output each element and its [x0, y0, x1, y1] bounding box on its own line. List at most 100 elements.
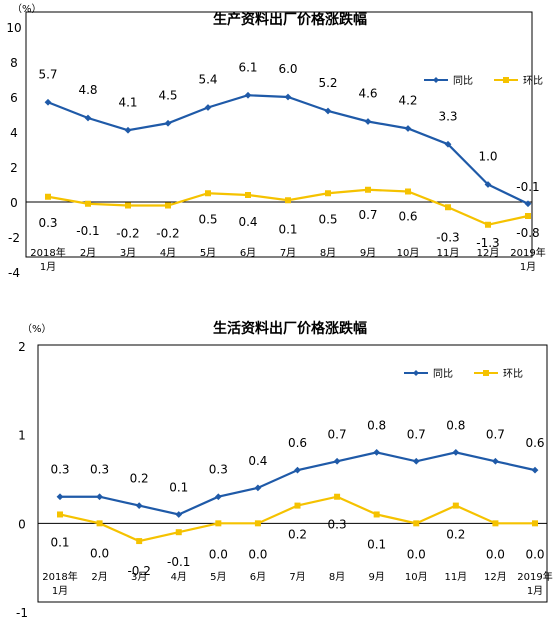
data-point-mom — [96, 520, 103, 527]
series-line-mom — [47, 188, 529, 226]
data-label-mom: 0.1 — [278, 222, 297, 236]
y-tick-label: 1 — [18, 429, 26, 443]
data-label-mom: 0.5 — [318, 212, 337, 226]
x-tick-label: 9月 — [360, 247, 376, 259]
x-tick-label: 2月 — [80, 247, 96, 259]
x-tick-label: 11月 — [437, 247, 460, 259]
data-label-yoy: 4.6 — [358, 87, 377, 101]
legend-marker — [503, 77, 509, 83]
data-point-mom — [85, 200, 91, 207]
data-label-mom: -0.2 — [156, 227, 179, 241]
data-label-mom: 0.7 — [358, 208, 377, 222]
x-tick-label: 8月 — [320, 247, 336, 259]
data-label-yoy: 0.2 — [130, 472, 149, 486]
x-tick-label: 10月 — [405, 571, 428, 583]
data-point-mom — [325, 190, 331, 197]
legend-marker — [433, 77, 439, 83]
data-label-yoy: 0.8 — [446, 418, 465, 432]
data-label-mom: 0.0 — [486, 547, 505, 561]
y-tick-label: 8 — [10, 56, 18, 70]
x-tick-label: 2018年 — [30, 246, 65, 259]
y-tick-label: 0 — [18, 517, 26, 531]
x-tick-label: 6月 — [240, 247, 256, 259]
data-label-yoy: 0.7 — [328, 427, 347, 441]
data-point-mom — [525, 213, 531, 219]
chart-2: 生活资料出厂价格涨跌幅 （%） -1 0 1 2 2018年 1月 2月 3月 4月 5月 6月 7月 8月… — [16, 320, 553, 620]
data-label-yoy: 0.4 — [248, 454, 267, 468]
plot-frame — [25, 11, 533, 258]
data-point-yoy — [452, 449, 460, 456]
x-tick-label: 1月 — [527, 585, 543, 597]
unit-label: （%） — [22, 323, 52, 335]
data-point-mom — [334, 493, 341, 500]
x-tick-label: 11月 — [444, 571, 467, 583]
data-point-yoy — [333, 457, 341, 465]
data-label-yoy: 0.6 — [525, 436, 544, 450]
data-point-mom — [175, 529, 182, 536]
legend-label: 环比 — [523, 75, 543, 87]
data-label-mom: -0.1 — [167, 555, 190, 569]
data-point-yoy — [175, 511, 183, 518]
data-label-yoy: 5.2 — [318, 76, 337, 90]
x-tick-label: 2019年 — [517, 570, 552, 583]
data-point-yoy — [373, 449, 381, 456]
legend-marker — [413, 370, 419, 376]
x-tick-label: 1月 — [40, 261, 56, 273]
x-tick-label: 7月 — [280, 247, 296, 259]
data-label-yoy: 4.8 — [78, 83, 97, 97]
data-point-mom — [205, 190, 211, 197]
data-label-mom: 0.4 — [238, 215, 257, 229]
data-label-mom: -1.3 — [476, 236, 499, 250]
data-point-mom — [215, 520, 222, 527]
data-label-yoy: 3.3 — [438, 109, 457, 123]
data-label-yoy: 4.1 — [118, 95, 137, 109]
data-point-yoy — [294, 466, 301, 474]
chart-title: 生产资料出厂价格涨跌幅 — [213, 11, 367, 28]
data-point-mom — [245, 192, 251, 198]
x-tick-label: 6月 — [250, 571, 266, 583]
data-point-yoy — [124, 126, 132, 134]
x-tick-label: 12月 — [484, 571, 507, 583]
data-label-yoy: 0.1 — [169, 480, 188, 494]
data-label-mom: 0.3 — [328, 518, 347, 532]
x-tick-label: 9月 — [368, 571, 384, 583]
data-point-yoy — [44, 98, 52, 106]
data-point-mom — [136, 538, 143, 545]
data-label-mom: 0.1 — [367, 537, 386, 551]
data-point-yoy — [484, 181, 492, 188]
data-label-yoy: 4.2 — [398, 94, 417, 108]
data-point-yoy — [531, 466, 539, 474]
data-label-yoy: 5.7 — [38, 67, 57, 81]
data-label-mom: 0.2 — [446, 528, 465, 542]
data-point-mom — [445, 204, 451, 211]
data-point-mom — [452, 502, 459, 509]
data-label-yoy: 0.6 — [288, 436, 307, 450]
data-point-mom — [57, 511, 63, 518]
data-label-yoy: 0.7 — [486, 427, 505, 441]
legend-label: 同比 — [433, 368, 453, 380]
data-point-yoy — [412, 457, 420, 465]
data-label-yoy: 0.3 — [90, 463, 109, 477]
y-tick-label: 10 — [6, 21, 21, 35]
data-label-mom: 0.5 — [198, 212, 217, 226]
x-tick-label: 3月 — [120, 247, 136, 259]
x-tick-label: 1月 — [52, 585, 68, 597]
y-tick-label: 2 — [10, 161, 18, 175]
data-point-mom — [485, 221, 491, 228]
data-label-yoy: 0.8 — [367, 418, 386, 432]
data-label-mom: 0.1 — [50, 535, 69, 549]
data-point-yoy — [56, 493, 64, 501]
data-point-mom — [45, 193, 51, 200]
data-label-yoy: 0.7 — [407, 427, 426, 441]
data-point-mom — [365, 186, 371, 193]
chart-title: 生活资料出厂价格涨跌幅 — [213, 320, 367, 337]
data-label-yoy: -0.1 — [516, 180, 539, 194]
data-label-mom: -0.3 — [436, 230, 459, 244]
data-point-mom — [413, 520, 420, 527]
data-point-yoy — [324, 107, 332, 115]
legend-label: 环比 — [503, 368, 523, 380]
data-label-mom: 0.6 — [398, 210, 417, 224]
data-point-yoy — [214, 493, 222, 501]
data-label-yoy: 1.0 — [478, 150, 497, 164]
